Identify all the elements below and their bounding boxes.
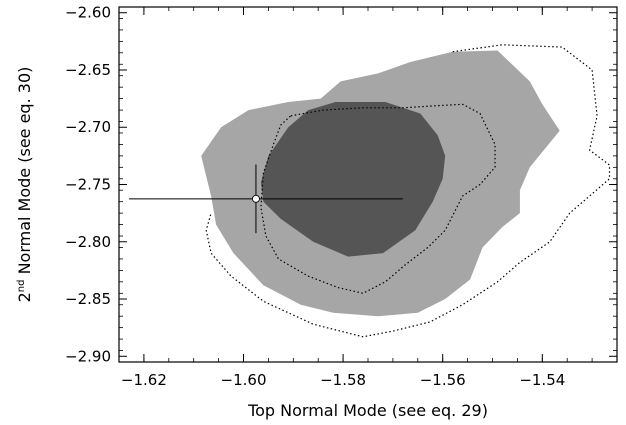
y-tick-label: −2.80 [65, 233, 111, 251]
y-axis-ticks: −2.60 −2.65 −2.70 −2.75 −2.80 −2.85 −2.90 [65, 4, 617, 365]
y-tick-label: −2.85 [65, 290, 111, 308]
y-tick-label: −2.65 [65, 61, 111, 79]
y-tick-label: −2.60 [65, 4, 111, 22]
x-tick-label: −1.54 [519, 371, 565, 389]
x-tick-label: −1.62 [121, 371, 167, 389]
region-inner-dark [260, 102, 446, 257]
y-tick-label: −2.70 [65, 118, 111, 136]
confidence-regions [201, 50, 560, 317]
error-bars [128, 164, 403, 234]
y-axis-label: 2nd Normal Mode (see eq. 30) [15, 67, 34, 303]
y-axis-label-superscript: nd [16, 280, 27, 293]
contour-outer-dotted [205, 44, 611, 338]
x-axis-ticks: −1.62 −1.60 −1.58 −1.56 −1.54 [121, 7, 618, 389]
data-point [252, 194, 260, 203]
y-tick-label: −2.75 [65, 176, 111, 194]
contour-inner-dotted [260, 103, 496, 294]
dotted-contours [205, 44, 611, 338]
y-tick-label: −2.90 [65, 347, 111, 365]
y-axis-label-suffix: Normal Mode (see eq. 30) [15, 67, 34, 280]
x-axis-label: Top Normal Mode (see eq. 29) [247, 401, 488, 420]
y-axis-label-prefix: 2 [15, 292, 34, 302]
x-tick-label: −1.60 [221, 371, 267, 389]
x-tick-label: −1.58 [320, 371, 366, 389]
x-tick-label: −1.56 [420, 371, 466, 389]
